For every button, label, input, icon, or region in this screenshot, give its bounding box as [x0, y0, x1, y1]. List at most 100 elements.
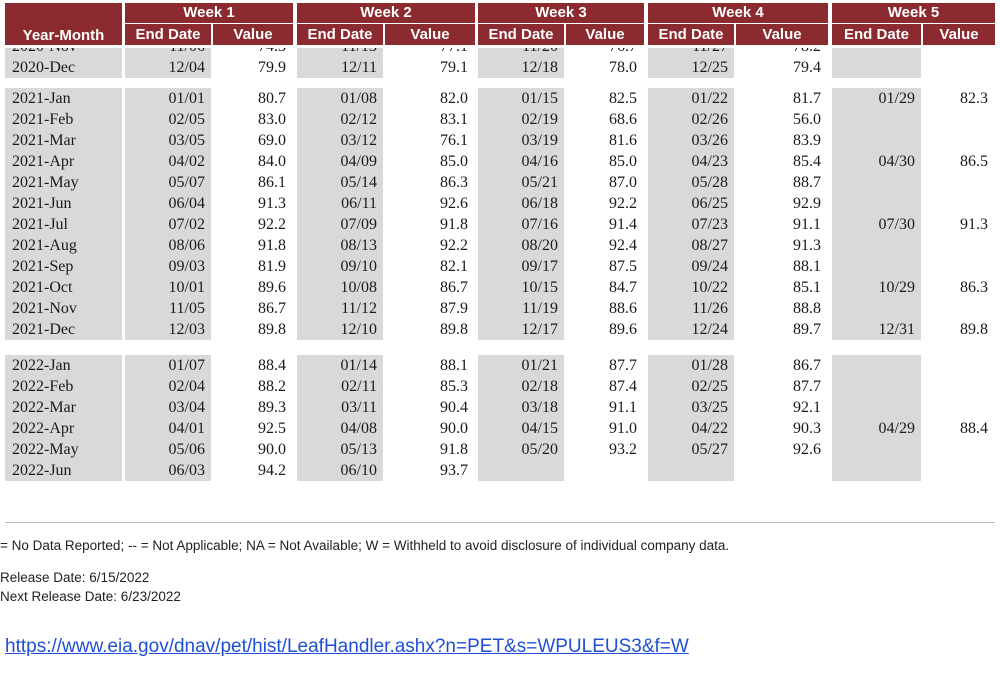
week-5-value-cell	[923, 439, 995, 460]
week-3-end-date-cell: 02/19	[478, 109, 564, 130]
week-4-end-date-cell: 05/27	[648, 439, 734, 460]
week-3-value-cell: 78.0	[609, 59, 637, 76]
year-month-cell: 2021-Oct	[5, 277, 122, 298]
week-4-end-date-cell: 10/22	[648, 277, 734, 298]
week-4-value-cell: 90.3	[793, 420, 821, 437]
source-url-link[interactable]: https://www.eia.gov/dnav/pet/hist/LeafHa…	[5, 636, 689, 657]
week-3-value-cell: 82.5	[609, 90, 637, 107]
week-5-value-cell	[923, 460, 995, 481]
week-5-value-cell: 89.8	[960, 321, 988, 338]
week-5-end-date-cell: 04/29	[832, 418, 921, 439]
week-2-end-date-cell: 10/08	[297, 277, 383, 298]
week-2-value-cell: 79.1	[440, 59, 468, 76]
table-row: 2022-Feb 02/04 88.2 02/11 85.3 02/18 87.4 02/25…	[0, 376, 1000, 397]
week-5-end-date-cell	[832, 439, 921, 460]
week-5-end-date-cell	[832, 109, 921, 130]
year-month-cell: 2022-Apr	[5, 418, 122, 439]
week-1-value-header: Value	[213, 24, 293, 45]
year-month-cell: 2021-Mar	[5, 130, 122, 151]
next-release-date: Next Release Date: 6/23/2022	[0, 589, 181, 604]
week-3-end-date-header: End Date	[478, 24, 564, 45]
week-5-value-cell	[923, 109, 995, 130]
week-3-end-date-cell: 04/16	[478, 151, 564, 172]
week-4-end-date-cell: 03/26	[648, 130, 734, 151]
week-5-value-cell	[923, 172, 995, 193]
week-1-end-date-cell: 09/03	[125, 256, 211, 277]
week-4-end-date-cell: 02/26	[648, 109, 734, 130]
table-row: 2022-May 05/06 90.0 05/13 91.8 05/20 93.2 05/27…	[0, 439, 1000, 460]
year-month-cell: 2022-Jun	[5, 460, 122, 481]
week-4-end-date-cell: 09/24	[648, 256, 734, 277]
week-2-end-date-cell: 01/08	[297, 88, 383, 109]
week-5-value-cell	[923, 355, 995, 376]
week-1-value-cell: 90.0	[258, 441, 286, 458]
week-2-value-cell: 90.4	[440, 399, 468, 416]
table-row: 2021-Dec 12/03 89.8 12/10 89.8 12/17 89.6 12/24…	[0, 319, 1000, 340]
week-3-end-date-cell	[478, 460, 564, 481]
week-4-value-cell: 81.7	[793, 90, 821, 107]
week-1-value-cell: 81.9	[258, 258, 286, 275]
week-1-value-cell: 80.7	[258, 90, 286, 107]
year-month-cell: 2021-Sep	[5, 256, 122, 277]
week-3-value-cell: 87.7	[609, 357, 637, 374]
week-1-end-date-cell: 01/07	[125, 355, 211, 376]
week-4-value-cell: 92.1	[793, 399, 821, 416]
footer-divider	[5, 522, 995, 523]
week-5-value-cell	[923, 376, 995, 397]
week-2-value-cell: 76.1	[440, 132, 468, 149]
week-1-end-date-cell: 06/03	[125, 460, 211, 481]
week-3-value-cell: 85.0	[609, 153, 637, 170]
table-row: 2021-Feb 02/05 83.0 02/12 83.1 02/19 68.6 02/26…	[0, 109, 1000, 130]
week-2-value-cell: 85.3	[440, 378, 468, 395]
week-5-value-cell: 86.3	[960, 279, 988, 296]
week-4-value-cell: 88.1	[793, 258, 821, 275]
week-4-end-date-cell: 04/22	[648, 418, 734, 439]
table-row: 2022-Jan 01/07 88.4 01/14 88.1 01/21 87.7 01/28…	[0, 355, 1000, 376]
week-5-header: Week 5	[832, 3, 995, 23]
week-3-end-date-cell: 11/19	[478, 298, 564, 319]
week-1-end-date-header: End Date	[125, 24, 211, 45]
week-1-end-date-cell: 05/06	[125, 439, 211, 460]
week-5-end-date-cell	[832, 172, 921, 193]
week-4-value-cell: 91.1	[793, 216, 821, 233]
week-4-value-cell: 79.4	[793, 59, 821, 76]
week-1-value-cell: 83.0	[258, 111, 286, 128]
week-4-value-cell: 86.7	[793, 357, 821, 374]
week-1-end-date-cell: 04/02	[125, 151, 211, 172]
week-1-end-date-cell: 11/06	[125, 48, 211, 57]
week-1-end-date-cell: 05/07	[125, 172, 211, 193]
week-2-value-cell: 92.2	[440, 237, 468, 254]
week-5-value-cell	[923, 235, 995, 256]
week-4-value-cell: 91.3	[793, 237, 821, 254]
week-3-value-header: Value	[566, 24, 644, 45]
week-2-end-date-cell: 12/10	[297, 319, 383, 340]
table-row: 2022-Apr 04/01 92.5 04/08 90.0 04/15 91.0 04/22…	[0, 418, 1000, 439]
year-month-cell: 2021-Apr	[5, 151, 122, 172]
week-2-end-date-cell: 03/11	[297, 397, 383, 418]
week-4-value-cell: 92.6	[793, 441, 821, 458]
week-1-value-cell: 94.2	[258, 462, 286, 479]
week-2-value-cell: 91.8	[440, 441, 468, 458]
week-5-value-cell: 82.3	[960, 90, 988, 107]
week-1-value-cell: 91.8	[258, 237, 286, 254]
week-4-value-cell: 83.9	[793, 132, 821, 149]
week-4-value-cell: 56.0	[793, 111, 821, 128]
week-2-end-date-cell: 05/14	[297, 172, 383, 193]
week-5-end-date-cell: 04/30	[832, 151, 921, 172]
week-1-value-cell: 92.5	[258, 420, 286, 437]
week-5-value-cell: 86.5	[960, 153, 988, 170]
week-5-value-cell	[923, 130, 995, 151]
year-month-cell: 2021-Dec	[5, 319, 122, 340]
week-2-value-cell: 82.1	[440, 258, 468, 275]
week-5-end-date-cell: 07/30	[832, 214, 921, 235]
week-5-end-date-cell	[832, 376, 921, 397]
week-3-end-date-cell: 05/21	[478, 172, 564, 193]
year-month-cell: 2022-Feb	[5, 376, 122, 397]
table-row: 2021-Aug 08/06 91.8 08/13 92.2 08/20 92.4 08/27…	[0, 235, 1000, 256]
week-5-end-date-cell	[832, 460, 921, 481]
week-3-value-cell: 92.2	[609, 195, 637, 212]
week-2-value-cell: 87.9	[440, 300, 468, 317]
week-2-value-cell: 85.0	[440, 153, 468, 170]
